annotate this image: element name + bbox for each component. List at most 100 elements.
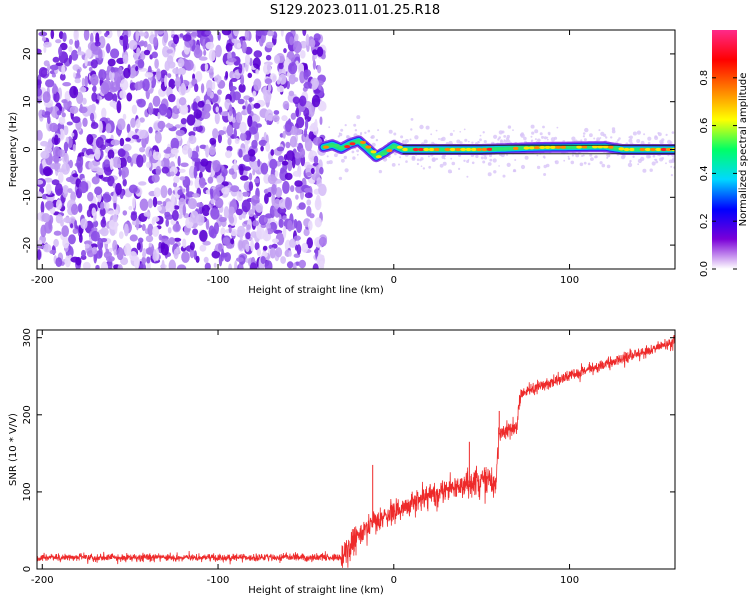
- noise-blob: [316, 46, 324, 57]
- noise-blob: [179, 104, 189, 115]
- noise-blob: [225, 42, 233, 52]
- haze-dot: [410, 128, 413, 131]
- haze-dot: [430, 133, 433, 136]
- noise-blob: [90, 32, 94, 44]
- signal-core-segment: [592, 145, 598, 149]
- noise-blob: [130, 117, 137, 128]
- haze-dot: [370, 136, 374, 139]
- haze-dot: [571, 154, 575, 157]
- noise-blob: [139, 198, 149, 211]
- haze-dot: [399, 156, 402, 159]
- noise-blob: [319, 116, 323, 125]
- noise-blob: [119, 35, 124, 41]
- noise-blob: [232, 30, 240, 37]
- haze-dot: [507, 125, 512, 129]
- haze-dot: [642, 168, 647, 173]
- noise-blob: [316, 177, 322, 188]
- signal-core-segment: [375, 155, 382, 159]
- noise-blob: [137, 59, 145, 69]
- haze-dot: [587, 162, 591, 166]
- haze-dot: [601, 163, 606, 168]
- noise-blob: [221, 181, 229, 187]
- noise-blob: [313, 33, 321, 41]
- noise-blob: [75, 256, 82, 266]
- haze-dot: [425, 125, 430, 130]
- noise-blob: [138, 181, 147, 186]
- noise-blob: [52, 56, 60, 63]
- noise-blob: [40, 224, 47, 238]
- noise-blob: [122, 143, 132, 152]
- haze-dot: [482, 160, 486, 164]
- noise-blob: [253, 178, 260, 184]
- haze-dot: [328, 126, 331, 129]
- noise-blob: [116, 100, 122, 114]
- noise-blob: [236, 42, 242, 49]
- haze-dot: [427, 155, 430, 158]
- noise-blob: [246, 224, 251, 230]
- noise-blob: [124, 243, 132, 256]
- noise-blobs: [37, 30, 328, 269]
- noise-blob: [241, 199, 251, 213]
- haze-dot: [359, 133, 363, 136]
- noise-blob: [93, 251, 97, 264]
- noise-blob: [242, 211, 246, 219]
- haze-dot: [671, 131, 675, 134]
- noise-blob: [166, 55, 174, 65]
- noise-blob: [241, 191, 250, 197]
- colorbar-label: Normalized spectral amplitude: [738, 73, 749, 227]
- noise-blob: [287, 219, 293, 232]
- noise-blob: [228, 206, 235, 215]
- colorbar-gradient: [712, 30, 737, 269]
- haze-dot: [654, 158, 658, 162]
- noise-blob: [288, 62, 298, 75]
- haze-dot: [435, 157, 438, 161]
- noise-blob: [234, 260, 238, 269]
- noise-blob: [86, 209, 92, 218]
- noise-blob: [264, 193, 269, 205]
- noise-blob: [218, 216, 227, 223]
- noise-blob: [203, 256, 209, 263]
- haze-dot: [524, 155, 529, 160]
- noise-blob: [253, 78, 262, 91]
- noise-blob: [51, 73, 57, 78]
- haze-dot: [621, 155, 625, 160]
- noise-blob: [105, 123, 112, 134]
- haze-dot: [579, 162, 584, 167]
- noise-blob: [282, 226, 287, 239]
- noise-blob: [167, 187, 173, 196]
- noise-blob: [230, 185, 240, 193]
- noise-blob: [143, 49, 151, 56]
- haze-dot: [498, 130, 503, 135]
- noise-blob: [294, 33, 299, 42]
- noise-blob: [244, 30, 250, 41]
- haze-dot: [326, 160, 330, 165]
- signal-core-segment: [328, 144, 335, 148]
- noise-blob: [182, 204, 186, 216]
- noise-blob: [221, 30, 232, 36]
- haze-dot: [539, 132, 543, 136]
- noise-blob: [136, 47, 141, 57]
- snr-series-line: [37, 335, 675, 568]
- noise-blob: [248, 97, 253, 103]
- haze-dot: [556, 126, 559, 129]
- haze-dot: [661, 157, 665, 160]
- noise-blob: [92, 49, 102, 55]
- noise-blob: [254, 242, 260, 251]
- noise-blob: [215, 106, 219, 113]
- noise-blob: [245, 53, 251, 66]
- haze-dot: [449, 132, 453, 136]
- haze-dot: [632, 131, 637, 136]
- noise-blob: [314, 118, 318, 131]
- signal-core-segment: [365, 145, 372, 149]
- noise-blob: [299, 147, 306, 159]
- haze-dot: [600, 131, 605, 136]
- noise-blob: [264, 78, 273, 85]
- haze-dot: [409, 138, 412, 141]
- noise-blob: [252, 90, 257, 97]
- snr-panel: -200 -100 0 100 0 100 200 300 Height of straight…: [8, 328, 676, 596]
- signal-core-segment: [396, 145, 403, 149]
- noise-blob: [72, 144, 76, 152]
- noise-blob: [275, 247, 283, 258]
- noise-blob: [200, 110, 211, 120]
- noise-blob: [179, 176, 186, 181]
